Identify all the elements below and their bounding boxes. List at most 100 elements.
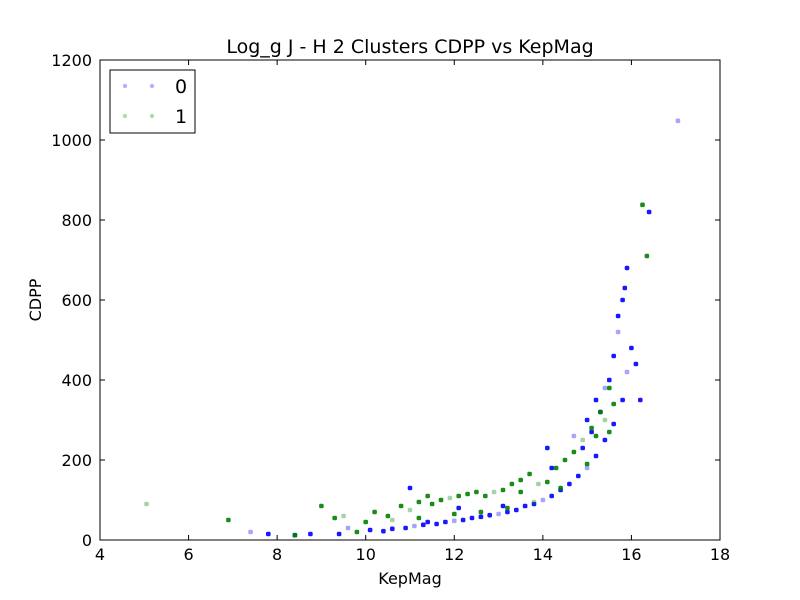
data-point-series-1: [363, 519, 368, 525]
data-point-series-0: [308, 531, 313, 537]
data-point-series-0: [567, 481, 572, 487]
data-point-series-0: [336, 531, 342, 537]
data-point-series-1: [341, 513, 346, 519]
data-point-series-0: [602, 437, 608, 443]
data-point-series-1: [390, 517, 395, 523]
y-tick-label: 400: [61, 371, 92, 390]
data-point-series-1: [452, 511, 457, 517]
data-point-series-1: [531, 499, 537, 505]
data-point-series-1: [319, 503, 324, 509]
data-point-series-0: [580, 445, 585, 451]
data-point-series-1: [332, 515, 337, 521]
data-point-series-1: [429, 501, 435, 507]
x-tick-label: 16: [621, 545, 641, 564]
data-point-series-1: [611, 401, 616, 407]
legend-marker-1: [122, 113, 128, 119]
data-point-series-0: [531, 501, 537, 507]
data-point-series-0: [522, 503, 528, 509]
legend-label-0: 0: [175, 76, 187, 98]
data-point-series-0: [611, 421, 616, 427]
data-point-series-0: [452, 518, 457, 524]
legend-marker-0-b: [149, 83, 155, 89]
chart-title: Log_g J - H 2 Clusters CDPP vs KepMag: [226, 36, 593, 58]
data-point-series-1: [607, 429, 612, 435]
data-point-series-0: [248, 529, 253, 535]
data-point-series-1: [226, 517, 231, 523]
data-point-series-0: [611, 353, 616, 359]
data-point-series-0: [638, 397, 643, 403]
data-point-series-0: [584, 417, 590, 423]
data-point-series-0: [460, 517, 466, 523]
data-point-series-0: [646, 209, 652, 215]
data-point-series-0: [412, 523, 417, 529]
data-point-series-0: [345, 525, 351, 531]
data-point-series-0: [620, 397, 625, 403]
data-point-series-1: [518, 489, 523, 495]
x-tick-label: 14: [533, 545, 553, 564]
data-point-series-1: [553, 465, 559, 471]
data-point-series-1: [518, 477, 523, 483]
points-layer: [144, 118, 681, 538]
data-point-series-1: [292, 532, 298, 538]
data-point-series-0: [615, 329, 621, 335]
data-point-series-0: [624, 369, 630, 375]
data-point-series-0: [545, 445, 550, 451]
data-point-series-1: [562, 457, 568, 463]
data-point-series-0: [633, 361, 639, 367]
data-point-series-1: [483, 493, 488, 499]
data-point-series-1: [589, 425, 594, 431]
data-point-series-0: [622, 285, 628, 291]
data-point-series-0: [434, 521, 439, 527]
y-tick-label: 1000: [51, 131, 92, 150]
data-point-series-1: [584, 461, 590, 467]
data-point-series-1: [602, 417, 608, 423]
y-tick-label: 200: [61, 451, 92, 470]
data-point-series-0: [381, 528, 386, 534]
data-point-series-1: [407, 507, 413, 513]
y-tick-label: 800: [61, 211, 92, 230]
data-point-series-0: [607, 377, 612, 383]
data-point-series-0: [549, 493, 554, 499]
data-point-series-1: [447, 495, 453, 501]
data-point-series-1: [536, 481, 541, 487]
data-point-series-0: [549, 465, 554, 471]
data-point-series-1: [640, 202, 645, 208]
data-point-series-0: [589, 429, 594, 435]
legend-marker-0: [122, 83, 128, 89]
data-point-series-1: [465, 491, 470, 497]
legend-label-1: 1: [175, 106, 187, 128]
data-point-series-1: [593, 433, 599, 439]
data-point-series-0: [540, 497, 546, 503]
y-tick-label: 1200: [51, 51, 92, 70]
data-point-series-1: [398, 503, 404, 509]
data-point-series-1: [500, 487, 506, 493]
data-point-series-1: [558, 485, 563, 491]
data-point-series-1: [425, 493, 430, 499]
data-point-series-0: [425, 519, 430, 525]
data-point-series-0: [576, 473, 581, 479]
data-point-series-0: [593, 397, 599, 403]
data-point-series-0: [496, 511, 501, 517]
data-point-series-0: [593, 453, 599, 459]
data-point-series-0: [367, 527, 373, 533]
data-point-series-1: [144, 501, 149, 507]
data-point-series-1: [474, 489, 479, 495]
data-point-series-1: [416, 515, 422, 521]
data-point-series-0: [456, 505, 461, 511]
data-point-series-0: [403, 525, 408, 531]
data-point-series-0: [620, 297, 625, 303]
data-point-series-1: [571, 449, 577, 455]
x-axis-label: KepMag: [378, 569, 441, 588]
x-tick-label: 18: [710, 545, 730, 564]
legend-marker-1-b: [149, 113, 155, 119]
data-point-series-0: [421, 522, 426, 528]
x-tick-label: 4: [95, 545, 105, 564]
data-point-series-1: [478, 509, 484, 515]
data-point-series-0: [624, 265, 630, 271]
data-point-series-0: [390, 526, 395, 532]
x-tick-label: 10: [356, 545, 376, 564]
data-point-series-0: [505, 509, 510, 515]
data-point-series-0: [407, 485, 413, 491]
data-point-series-0: [478, 514, 484, 520]
